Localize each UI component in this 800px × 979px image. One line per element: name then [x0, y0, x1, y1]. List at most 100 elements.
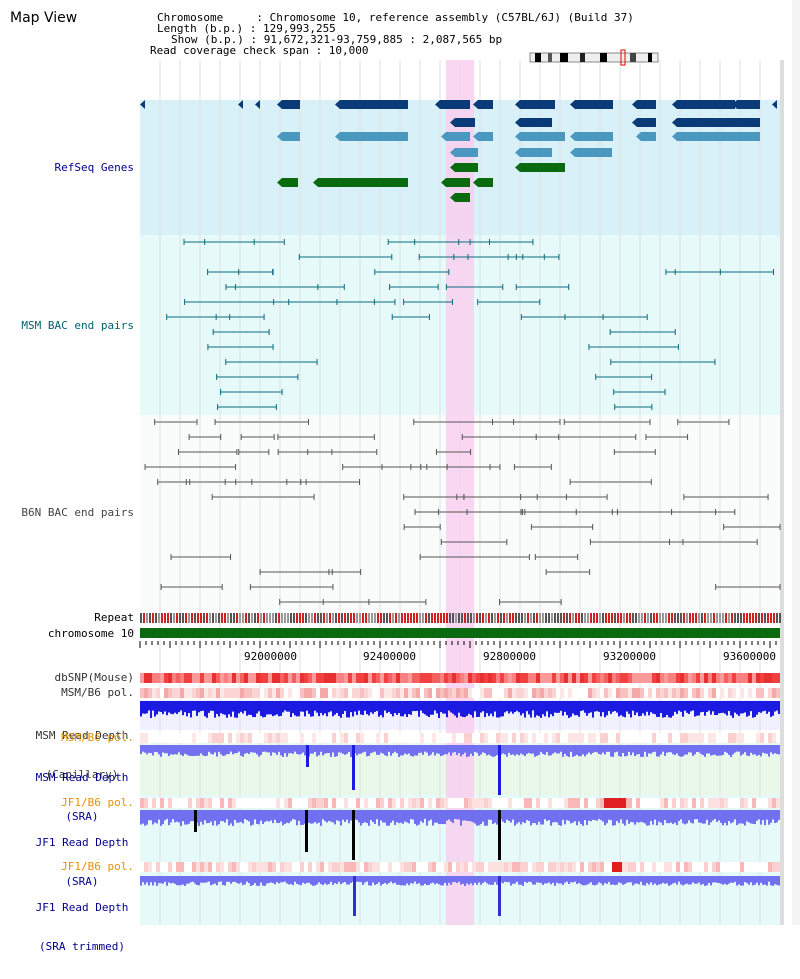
dbsnp-cell	[604, 673, 608, 683]
msm-cap-depth	[722, 701, 724, 713]
jf1-pol1-cell	[256, 798, 260, 808]
jf1-pol1-cell	[692, 798, 696, 808]
jf1-sra-depth	[382, 810, 384, 823]
jf1-trim-depth	[526, 876, 528, 883]
msm-pol2-cell	[232, 733, 236, 743]
msm-cap-depth	[422, 701, 424, 714]
jf1-trim-depth	[510, 876, 512, 886]
jf1-pol1-cell	[448, 798, 452, 808]
msm-pol2-cell	[708, 733, 712, 743]
jf1-pol1-cell	[704, 798, 708, 808]
jf1-pol1-cell	[472, 798, 476, 808]
jf1-sra-depth	[690, 810, 692, 823]
jf1-trim-depth	[270, 876, 272, 883]
msm-pol-cell	[468, 688, 472, 698]
repeat-element	[773, 613, 775, 623]
repeat-element	[161, 613, 163, 623]
jf1-pol1-cell	[208, 798, 212, 808]
jf1-pol2-cell	[456, 862, 460, 872]
jf1-sra-depth	[506, 810, 508, 820]
jf1-trim-depth	[466, 876, 468, 884]
msm-cap-depth	[774, 701, 776, 712]
msm-pol2-cell	[260, 733, 264, 743]
msm-cap-depth	[540, 701, 542, 718]
msm-sra-depth	[348, 745, 350, 752]
jf1-trim-depth	[314, 876, 316, 886]
jf1-trim-depth	[646, 876, 648, 884]
msm-cap-depth	[750, 701, 752, 712]
jf1-pol1-cell	[340, 798, 344, 808]
track-label-b6n-bac: B6N BAC end pairs	[21, 506, 134, 519]
dbsnp-cell	[480, 673, 484, 683]
msm-cap-depth	[280, 701, 282, 716]
msm-sra-depth	[516, 745, 518, 755]
gene-arrow	[450, 193, 455, 202]
jf1-pol2-cell	[292, 862, 296, 872]
repeat-element	[533, 613, 535, 623]
jf1-sra-depth	[358, 810, 360, 823]
jf1-pol1-cell	[536, 798, 540, 808]
msm-pol2-cell	[704, 733, 708, 743]
msm-cap-depth	[266, 701, 268, 715]
msm-pol-cell	[652, 688, 656, 698]
msm-pol2-cell	[740, 733, 744, 743]
msm-cap-depth	[554, 701, 556, 713]
jf1-pol1-cell	[716, 798, 720, 808]
dbsnp-cell	[212, 673, 216, 683]
msm-sra-depth	[360, 745, 362, 754]
msm-sra-depth	[594, 745, 596, 752]
msm-sra-depth	[186, 745, 188, 755]
jf1-pol1-cell	[664, 798, 668, 808]
msm-cap-depth	[606, 701, 608, 716]
jf1-trim-depth	[482, 876, 484, 884]
msm-pol-cell	[568, 688, 572, 698]
jf1-pol1-cell	[676, 798, 680, 808]
gene-arrow	[450, 148, 455, 157]
jf1-pol2-cell	[632, 862, 636, 872]
jf1-trim-depth	[164, 876, 166, 882]
msm-cap-depth	[712, 701, 714, 712]
msm-pol-cell	[660, 688, 664, 698]
jf1-trim-depth	[332, 876, 334, 885]
msm-pol2-cell	[572, 733, 576, 743]
msm-cap-depth	[218, 701, 220, 717]
jf1-pol1-cell	[528, 798, 532, 808]
msm-pol2-cell	[416, 733, 420, 743]
dbsnp-cell	[236, 673, 240, 683]
jf1-trim-depth	[260, 876, 262, 883]
jf1-sra-depth	[454, 810, 456, 819]
msm-cap-depth	[382, 701, 384, 718]
repeat-element	[377, 613, 379, 623]
msm-cap-depth	[340, 701, 342, 718]
msm-pol-cell	[364, 688, 368, 698]
msm-cap-depth	[708, 701, 710, 711]
msm-pol-cell	[308, 688, 312, 698]
msm-pol2-cell	[180, 733, 184, 743]
jf1-sra-depth	[640, 810, 642, 822]
repeat-element	[206, 613, 208, 623]
ideogram-position-marker	[620, 49, 626, 66]
msm-sra-depth	[758, 745, 760, 755]
jf1-trim-depth	[178, 876, 180, 886]
msm-sra-depth	[568, 745, 570, 757]
genome-browser-canvas[interactable]	[0, 0, 800, 925]
msm-cap-depth	[686, 701, 688, 713]
msm-pol-cell	[520, 688, 524, 698]
jf1-trim-depth	[472, 876, 474, 886]
jf1-pol1-cell	[744, 798, 748, 808]
dbsnp-cell	[552, 673, 556, 683]
jf1-pol2-cell	[480, 862, 484, 872]
msm-cap-depth	[548, 701, 550, 718]
msm-depth-cap-line1: MSM Read Depth	[35, 729, 129, 742]
msm-sra-depth	[754, 745, 756, 755]
msm-pol2-cell	[368, 733, 372, 743]
repeat-element	[677, 613, 679, 623]
msm-sra-depth	[748, 745, 750, 757]
msm-cap-depth	[766, 701, 768, 714]
jf1-sra-depth	[408, 810, 410, 824]
jf1-sra-depth	[650, 810, 652, 822]
jf1-sra-depth	[364, 810, 366, 823]
repeat-element	[164, 613, 166, 623]
jf1-trim-depth	[232, 876, 234, 882]
repeat-element	[224, 613, 226, 623]
